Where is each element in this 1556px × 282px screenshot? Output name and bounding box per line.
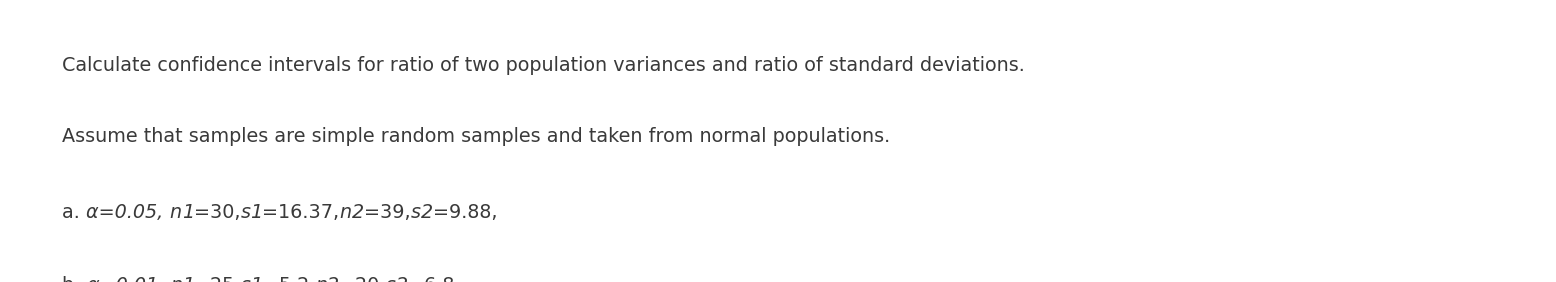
Text: s: s	[240, 203, 251, 222]
Text: 2: 2	[395, 276, 408, 282]
Text: 2: 2	[327, 276, 339, 282]
Text: 1: 1	[251, 203, 263, 222]
Text: 1: 1	[182, 203, 194, 222]
Text: b.: b.	[62, 276, 87, 282]
Text: n: n	[314, 276, 327, 282]
Text: α=0.05,: α=0.05,	[86, 203, 170, 222]
Text: a.: a.	[62, 203, 86, 222]
Text: Assume that samples are simple random samples and taken from normal populations.: Assume that samples are simple random sa…	[62, 127, 890, 146]
Text: n: n	[170, 203, 182, 222]
Text: 2: 2	[352, 203, 364, 222]
Text: =16.37,: =16.37,	[263, 203, 339, 222]
Text: 2: 2	[420, 203, 433, 222]
Text: =9.88,: =9.88,	[433, 203, 496, 222]
Text: α=0.01,: α=0.01,	[87, 276, 170, 282]
Text: Calculate confidence intervals for ratio of two population variances and ratio o: Calculate confidence intervals for ratio…	[62, 56, 1025, 75]
Text: =30,: =30,	[194, 203, 240, 222]
Text: n: n	[339, 203, 352, 222]
Text: s: s	[241, 276, 251, 282]
Text: =5.2,: =5.2,	[263, 276, 314, 282]
Text: =6.8,: =6.8,	[408, 276, 461, 282]
Text: 1: 1	[251, 276, 263, 282]
Text: 1: 1	[182, 276, 194, 282]
Text: s: s	[411, 203, 420, 222]
Text: n: n	[170, 276, 182, 282]
Text: =25,: =25,	[194, 276, 241, 282]
Text: s: s	[386, 276, 395, 282]
Text: =20,: =20,	[339, 276, 386, 282]
Text: =39,: =39,	[364, 203, 411, 222]
